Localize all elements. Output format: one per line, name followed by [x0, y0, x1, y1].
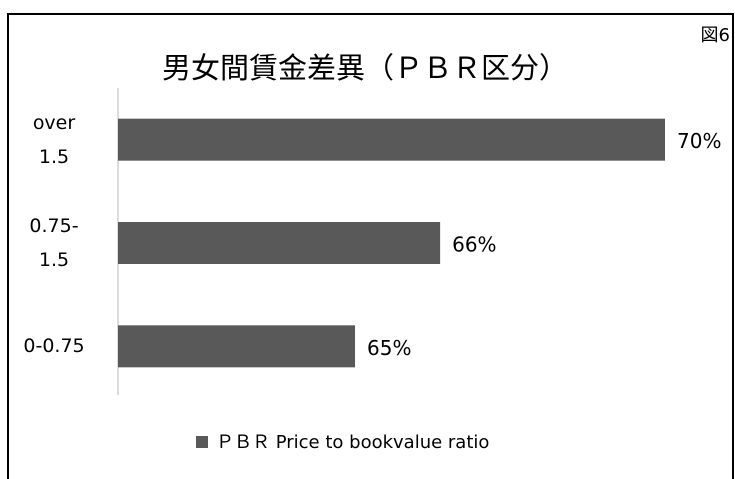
frame — [7, 13, 734, 479]
value-label: 66% — [452, 233, 496, 257]
bar — [118, 118, 665, 161]
category-label: 0.75- 1.5 — [29, 215, 79, 271]
chart-title: 男女間賃金差異（ＰＢＲ区分） — [162, 51, 568, 85]
legend-swatch — [196, 436, 208, 448]
value-label: 65% — [367, 336, 411, 360]
bar — [118, 222, 441, 264]
bar — [118, 325, 356, 368]
legend-label: ＰＢＲ Price to bookvalue ratio — [216, 432, 489, 453]
corner-label: 図6 — [701, 25, 730, 46]
category-label: over 1.5 — [32, 111, 76, 168]
category-label: 0-0.75 — [23, 335, 85, 358]
value-label: 70% — [677, 129, 721, 153]
